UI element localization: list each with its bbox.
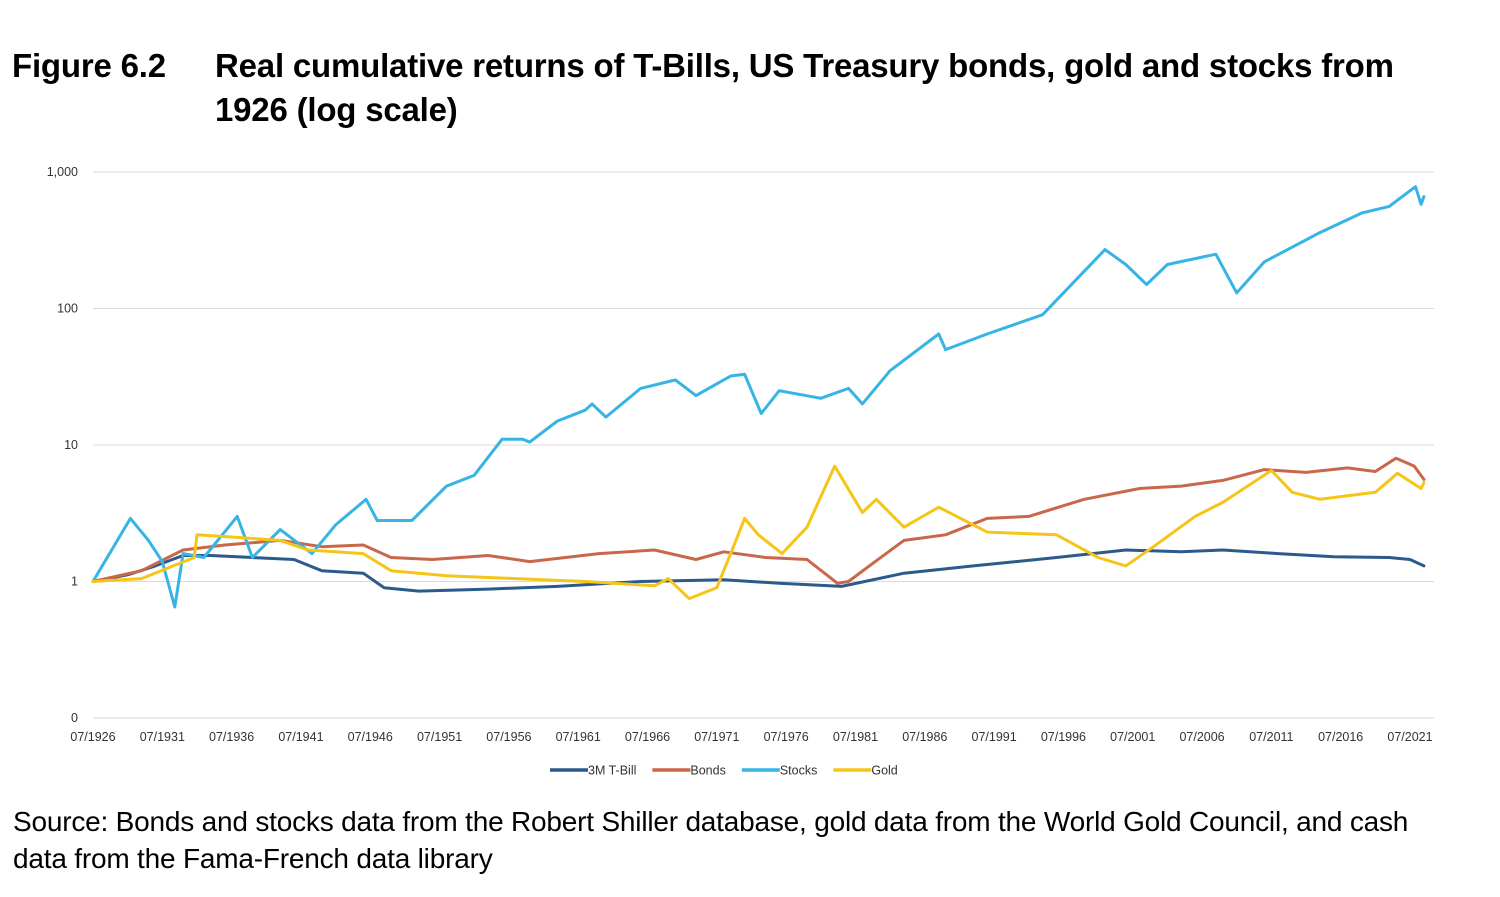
y-tick-label: 10: [64, 438, 78, 452]
x-tick-label: 07/1996: [1041, 730, 1086, 744]
x-tick-label: 07/2006: [1179, 730, 1224, 744]
x-tick-label: 07/1936: [209, 730, 254, 744]
source-note: Source: Bonds and stocks data from the R…: [13, 806, 1409, 874]
x-tick-label: 07/1956: [486, 730, 531, 744]
figure-label: Figure 6.2: [12, 47, 166, 84]
y-tick-label: 1,000: [47, 165, 78, 179]
x-tick-label: 07/1966: [625, 730, 670, 744]
legend-label: Gold: [871, 764, 897, 778]
x-tick-label: 07/1926: [70, 730, 115, 744]
x-tick-label: 07/1981: [833, 730, 878, 744]
x-tick-label: 07/1941: [278, 730, 323, 744]
x-tick-label: 07/1991: [972, 730, 1017, 744]
x-tick-label: 07/1961: [556, 730, 601, 744]
grid-lines: [93, 171, 1434, 719]
x-tick-label: 07/1931: [140, 730, 185, 744]
y-tick-label: 1: [71, 575, 78, 589]
figure-title: Real cumulative returns of T-Bills, US T…: [215, 47, 1394, 128]
y-tick-label: 0: [71, 711, 78, 725]
series-line-gold: [91, 464, 1426, 601]
x-tick-label: 07/2001: [1110, 730, 1155, 744]
legend-item: Bonds: [652, 764, 726, 778]
legend-item: Stocks: [741, 764, 818, 778]
x-tick-label: 07/2021: [1387, 730, 1432, 744]
legend-item: 3M T-Bill: [550, 764, 636, 778]
series-line-bonds: [91, 456, 1426, 585]
legend-label: 3M T-Bill: [588, 764, 636, 778]
y-axis-labels: 0 1 10 100 1,000: [47, 165, 78, 725]
x-tick-label: 07/1946: [348, 730, 393, 744]
legend-label: Bonds: [690, 764, 725, 778]
legend-item: Gold: [833, 764, 898, 778]
x-tick-label: 07/2011: [1249, 730, 1293, 744]
legend: 3M T-Bill Bonds Stocks Gold: [550, 764, 898, 778]
x-tick-label: 07/1971: [694, 730, 739, 744]
series-line-stocks: [91, 185, 1426, 609]
y-tick-label: 100: [57, 302, 78, 316]
x-tick-label: 07/1986: [902, 730, 947, 744]
series-lines: [91, 185, 1426, 609]
x-tick-label: 07/1951: [417, 730, 462, 744]
legend-label: Stocks: [780, 764, 818, 778]
line-chart: 0 1 10 100 1,000 07/1926 07/1931 07/1936 07/194…: [47, 165, 1434, 778]
x-tick-label: 07/1976: [764, 730, 809, 744]
x-axis-labels: 07/1926 07/1931 07/1936 07/1941 07/1946 07/19…: [70, 730, 1432, 744]
x-tick-label: 07/2016: [1318, 730, 1363, 744]
series-line-3m-t-bill: [91, 548, 1426, 593]
